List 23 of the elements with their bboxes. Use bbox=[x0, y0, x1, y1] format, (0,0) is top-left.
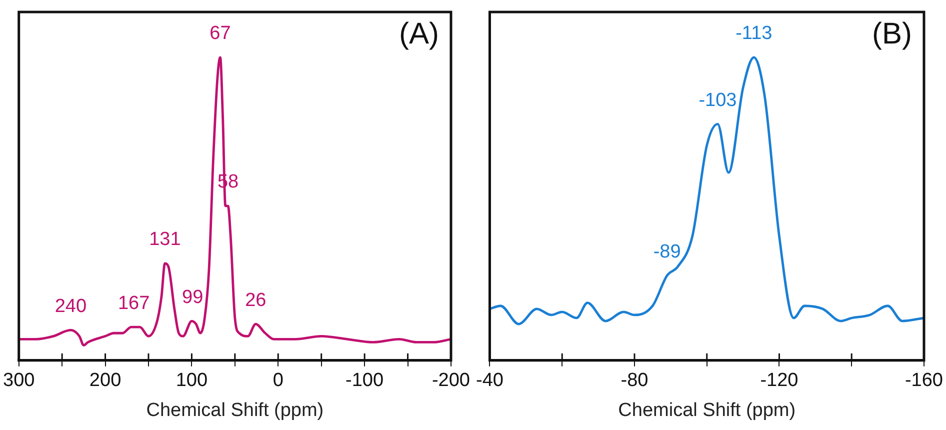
x-tick-label: -200 bbox=[432, 370, 470, 392]
x-tick-label: -120 bbox=[760, 370, 798, 392]
annotation: -113 bbox=[736, 23, 772, 44]
annotation: 167 bbox=[118, 292, 150, 314]
x-tick-label: -40 bbox=[476, 370, 504, 392]
annotation: 26 bbox=[245, 290, 266, 311]
annotation: 67 bbox=[210, 23, 231, 44]
annotation: 240 bbox=[54, 296, 87, 317]
x-tick-label: 0 bbox=[272, 370, 284, 392]
x-tick-label: -160 bbox=[904, 370, 943, 392]
x-tick-label: 300 bbox=[3, 370, 35, 392]
x-tick-label: -80 bbox=[620, 370, 648, 392]
annotation: -89 bbox=[653, 241, 681, 262]
x-tick-label: -100 bbox=[346, 370, 384, 392]
x-axis-title: Chemical Shift (ppm) bbox=[618, 400, 796, 421]
annotation: 131 bbox=[149, 229, 181, 250]
x-tick-label: 100 bbox=[176, 370, 208, 392]
x-axis-title: Chemical Shift (ppm) bbox=[146, 400, 324, 421]
annotation: 99 bbox=[182, 286, 204, 308]
text: (B) bbox=[872, 17, 912, 50]
annotation: -103 bbox=[698, 90, 737, 111]
text: (A) bbox=[398, 17, 439, 50]
x-tick-label: 200 bbox=[89, 370, 122, 392]
